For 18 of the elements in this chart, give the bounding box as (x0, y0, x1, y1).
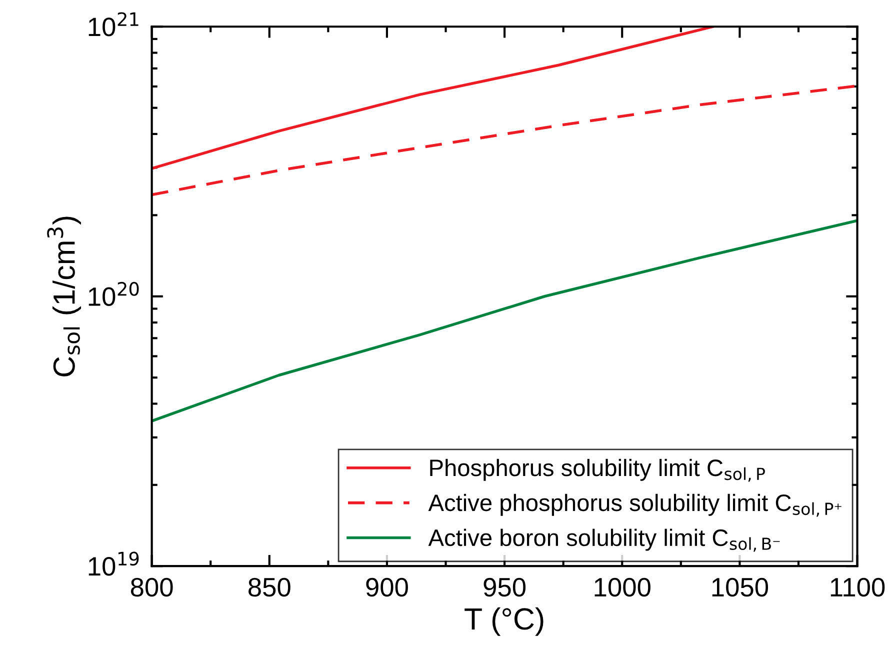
line-series (152, 26, 714, 170)
legend-label: Active phosphorus solubility limit C$_{sol,P⁺}$ (428, 494, 842, 517)
x-tick-label: 850 (248, 578, 290, 597)
legend-label: Phosphorus solubility limit C$_{sol,P}$ (430, 458, 765, 482)
legend-label: Active boron solubility limit C$_{sol,B⁻}$ (428, 528, 780, 552)
x-tick-label: 1100 (830, 578, 885, 597)
y-tick-label: 10$^{19}$ (88, 552, 139, 576)
x-tick-label: 1000 (594, 578, 650, 597)
x-tick-label: 900 (366, 578, 408, 597)
x-tick-label: 950 (484, 578, 526, 597)
x-tick-label: 800 (130, 578, 173, 597)
y-tick-label: 10$^{20}$ (88, 282, 139, 306)
y-axis-title: C$_{sol}$ (1/cm$^{3}$) (47, 216, 81, 376)
y-tick-label: 10$^{21}$ (88, 12, 138, 36)
x-tick-label: 1050 (712, 578, 768, 597)
line-series (152, 84, 858, 196)
x-axis-title: T (°C) (464, 607, 544, 636)
line-series (152, 219, 858, 422)
